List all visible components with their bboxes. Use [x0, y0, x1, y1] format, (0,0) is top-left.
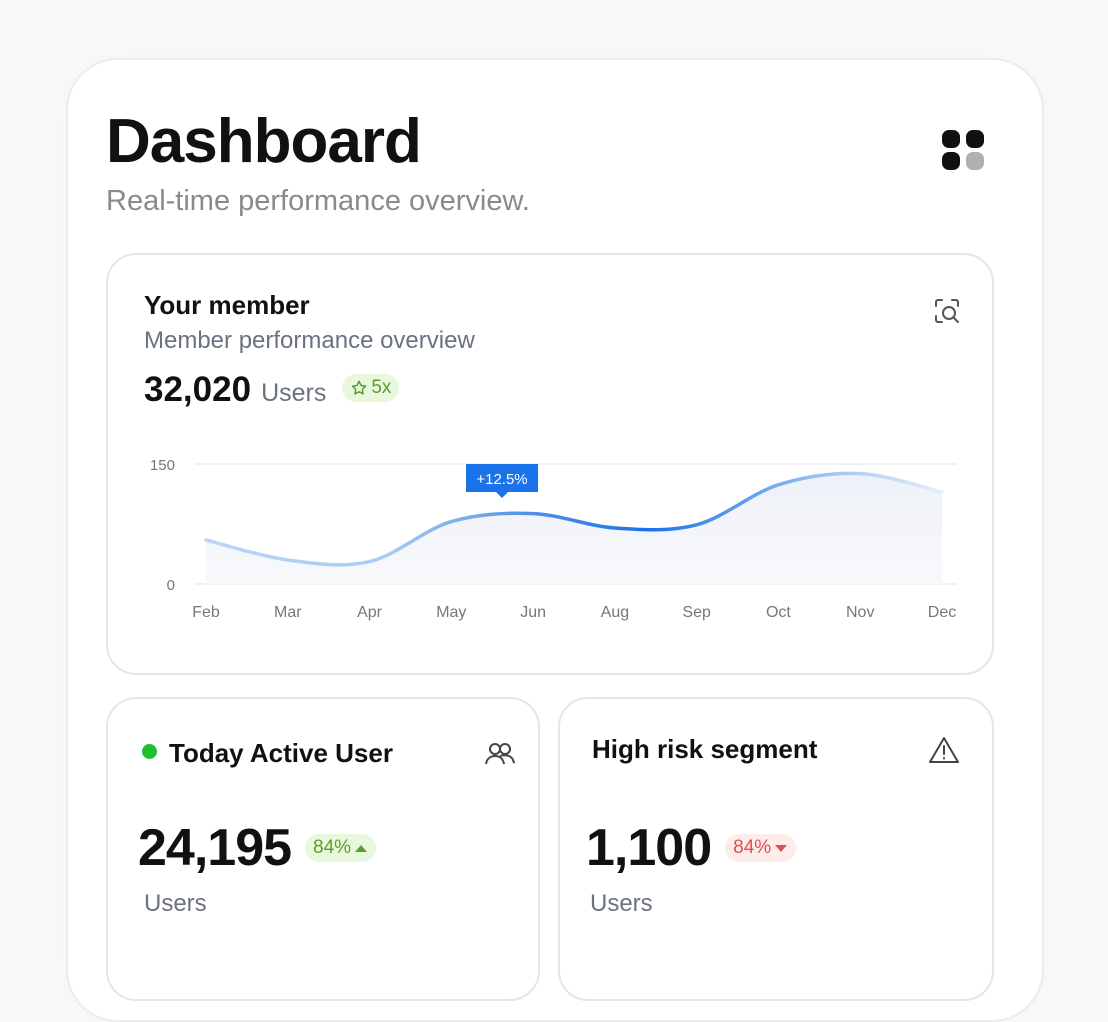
unit: Users [144, 890, 207, 917]
value: 1,100 [586, 819, 712, 877]
y-tick-label: 0 [167, 577, 175, 594]
total: 32,020 [144, 370, 252, 409]
status-dot [142, 744, 157, 759]
x-tick-label: Aug [601, 604, 629, 621]
change: 84% [733, 837, 772, 858]
star-icon [352, 380, 367, 395]
line [204, 471, 944, 567]
change-badge: 84% [305, 834, 377, 862]
unit: Users [261, 379, 327, 407]
x-tick-label: Apr [357, 604, 383, 621]
x-tick-label: Mar [274, 604, 302, 621]
subtitle: Real-time performance overview. [106, 185, 530, 217]
card-title: Your member [144, 290, 310, 320]
down-arrow [775, 845, 788, 852]
menu-icon[interactable] [940, 128, 986, 172]
up-arrow [355, 845, 368, 852]
x-tick-label: Feb [192, 604, 220, 621]
chart: 0 150 Feb Mar Apr May Jun Aug Sep Oct Nov Dec +12.5% [150, 457, 957, 621]
page: Dashboard Real-time performance overview… [66, 58, 1044, 1022]
title: Dashboard [106, 107, 422, 176]
change: 84% [313, 837, 352, 858]
value: 24,195 [138, 819, 292, 877]
change-badge: 84% [725, 834, 797, 862]
total-row: 32,020 Users 5x [144, 370, 400, 410]
scan-icon[interactable] [932, 296, 962, 326]
users-icon[interactable] [484, 740, 516, 768]
card-subtitle: Member performance overview [144, 327, 475, 354]
y-tick-label: 150 [150, 457, 175, 474]
value-row: 24,195 84% [138, 818, 377, 878]
value-row: 1,100 84% [586, 818, 797, 878]
unit: Users [590, 890, 653, 917]
area [206, 473, 942, 584]
x-tick-label: Sep [682, 604, 711, 621]
x-tick-label: Oct [766, 604, 791, 621]
badge-text: 5x [371, 377, 392, 398]
x-tick-label: May [436, 604, 466, 621]
warning-icon[interactable] [928, 735, 960, 765]
x-tick-label: Nov [846, 604, 874, 621]
card-title: Today Active User [169, 738, 393, 768]
annotation-box [466, 464, 538, 498]
x-tick-label: Jun [520, 604, 546, 621]
annotation: +12.5% [476, 471, 527, 488]
badge: 5x [342, 374, 400, 402]
card-title: High risk segment [592, 734, 818, 764]
x-tick-label: Dec [928, 604, 956, 621]
